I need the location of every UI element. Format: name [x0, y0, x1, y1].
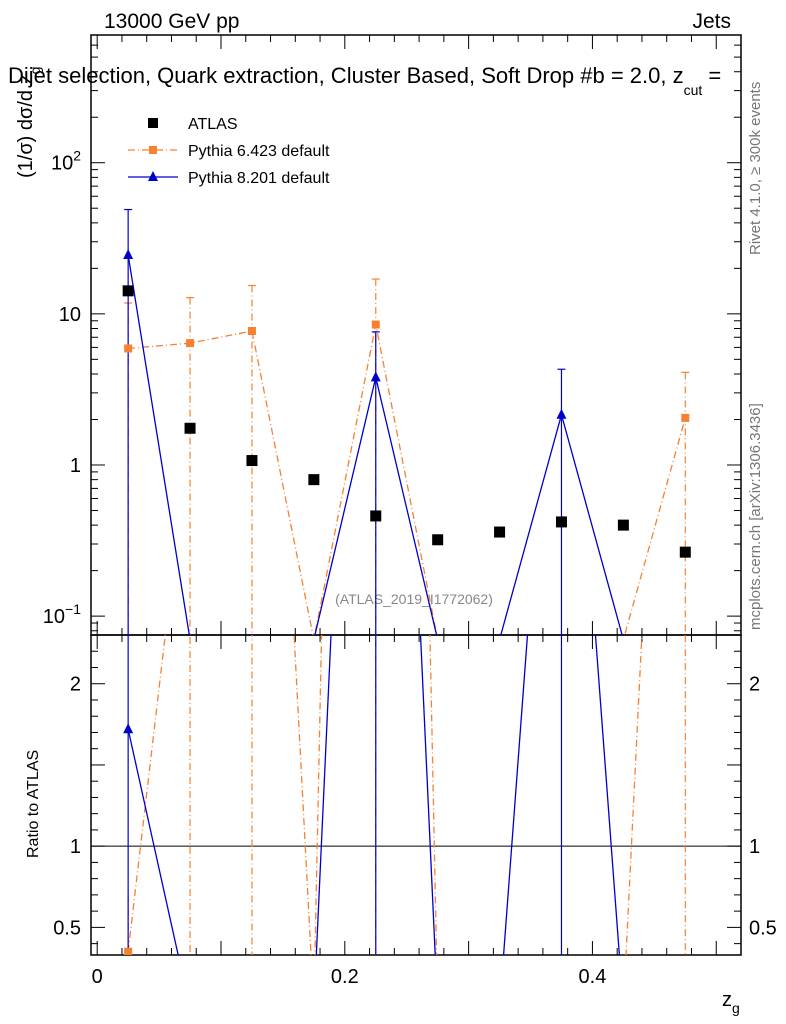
- legend-marker-atlas: [148, 118, 158, 128]
- x-tick-label: 0.2: [331, 966, 359, 988]
- pythia8-ratio-point: [247, 1003, 257, 1013]
- x-axis-label-text: z: [722, 989, 732, 1011]
- pythia6-point: [124, 344, 133, 353]
- pythia6-point: [310, 636, 318, 644]
- series-line-pythia-8-201-default: [127, 254, 623, 635]
- x-axis-label: zg: [722, 989, 740, 1016]
- y-tick-label-ratio-left: 0.5: [53, 917, 81, 939]
- pythia8-ratio-point: [680, 1003, 690, 1013]
- y-tick-label-main-base: 10: [43, 606, 65, 628]
- atlas-point: [555, 516, 567, 528]
- y-tick-label-main-base: 10: [59, 304, 81, 326]
- atlas-point: [494, 526, 506, 538]
- mcplots-label: mcplots.cern.ch [arXiv:1306.3436]: [747, 403, 764, 630]
- pythia8-point: [313, 633, 315, 635]
- y-axis-label-main-sub: g: [27, 67, 43, 75]
- y-tick-label-ratio-left: 1: [70, 836, 81, 858]
- y-tick-label-main: 1: [70, 455, 81, 477]
- atlas-point: [308, 474, 320, 486]
- pythia6-ratio-point: [124, 947, 133, 955]
- header-jets: Jets: [692, 10, 731, 33]
- y-tick-label-main: 102: [51, 148, 81, 175]
- legend-marker-pythia6: [149, 146, 157, 154]
- y-tick-label-ratio-right: 0.5: [749, 917, 777, 939]
- y-tick-label-main-base: 10: [51, 153, 73, 175]
- rivet-version-label: Rivet 4.1.0, ≥ 300k events: [747, 82, 764, 255]
- y-tick-label-main-base: 1: [70, 455, 81, 477]
- pythia8-ratio-point: [433, 1003, 443, 1013]
- header-energy: 13000 GeV pp: [104, 10, 239, 33]
- pythia8-ratio-point: [123, 723, 134, 734]
- main-plot-marks: [122, 208, 691, 644]
- x-axis-label-sub: g: [732, 1000, 740, 1016]
- pythia8-point: [251, 633, 253, 635]
- legend-label-atlas: ATLAS: [188, 116, 238, 133]
- atlas-point: [432, 534, 444, 546]
- pythia6-point: [247, 327, 256, 336]
- y-tick-label-ratio-right: 2: [749, 674, 760, 696]
- atlas-point: [184, 422, 196, 434]
- pythia6-ratio-point: [619, 1005, 627, 1013]
- y-tick-label-main-exp: 2: [73, 148, 81, 164]
- pythia6-ratio-point: [496, 1005, 504, 1013]
- pythia8-ratio-point: [309, 1003, 319, 1013]
- x-tick-label: 0.4: [579, 966, 607, 988]
- x-tick-label: 0: [92, 966, 103, 988]
- pythia6-point: [371, 320, 380, 329]
- y-axis-label-main: (1/σ) dσ/d zg: [15, 67, 43, 178]
- pythia8-point: [123, 249, 134, 260]
- pythia8-ratio-point: [185, 1003, 195, 1013]
- pythia8-ratio-point: [556, 174, 566, 184]
- plot-title-tail: =: [702, 63, 721, 88]
- pythia8-point: [498, 633, 501, 635]
- pythia8-point: [684, 633, 687, 635]
- y-axis-label-ratio: Ratio to ATLAS: [25, 750, 42, 858]
- plot-title: Dijet selection, Quark extraction, Clust…: [8, 63, 721, 98]
- pythia6-ratio-point: [557, 1005, 565, 1013]
- pythia6-point: [619, 636, 627, 644]
- ratio-plot-frame: [90, 634, 742, 956]
- atlas-point: [122, 285, 134, 297]
- pythia8-point: [436, 633, 439, 635]
- pythia6-point: [186, 339, 195, 348]
- pythia6-point: [496, 636, 504, 644]
- atlas-point: [617, 519, 629, 531]
- plot-title-main: Dijet selection, Quark extraction, Clust…: [8, 63, 684, 88]
- pythia6-point: [681, 413, 690, 422]
- pythia8-ratio-point: [618, 1003, 628, 1013]
- legend-marker-pythia8: [148, 171, 158, 181]
- pythia6-ratio-point: [434, 1005, 442, 1013]
- y-tick-label-main-exp: −1: [65, 601, 81, 617]
- pythia8-point: [622, 633, 625, 635]
- pythia8-point: [370, 371, 381, 382]
- atlas-point: [370, 510, 382, 522]
- legend-label-pythia6: Pythia 6.423 default: [188, 143, 330, 160]
- y-tick-label-ratio-left: 2: [70, 674, 81, 696]
- legend: ATLAS Pythia 6.423 default Pythia 8.201 …: [128, 116, 330, 187]
- pythia8-point: [556, 408, 567, 419]
- ratio-plot-marks: [123, 174, 690, 1013]
- y-tick-label-main: 10−1: [43, 601, 81, 628]
- pythia8-ratio-point: [495, 1003, 505, 1013]
- y-tick-label-main: 10: [59, 304, 81, 326]
- pythia6-ratio-point: [310, 1005, 318, 1013]
- atlas-point: [679, 546, 691, 558]
- pythia6-point: [434, 636, 442, 644]
- atlas-point: [246, 455, 258, 467]
- y-axis-label-main-text: (1/σ) dσ/d z: [15, 74, 37, 178]
- y-tick-label-ratio-right: 1: [749, 836, 760, 858]
- analysis-watermark: (ATLAS_2019_I1772062): [335, 591, 493, 607]
- legend-label-pythia8: Pythia 8.201 default: [188, 170, 330, 187]
- plot-title-sub: cut: [684, 82, 703, 98]
- pythia8-point: [189, 633, 191, 635]
